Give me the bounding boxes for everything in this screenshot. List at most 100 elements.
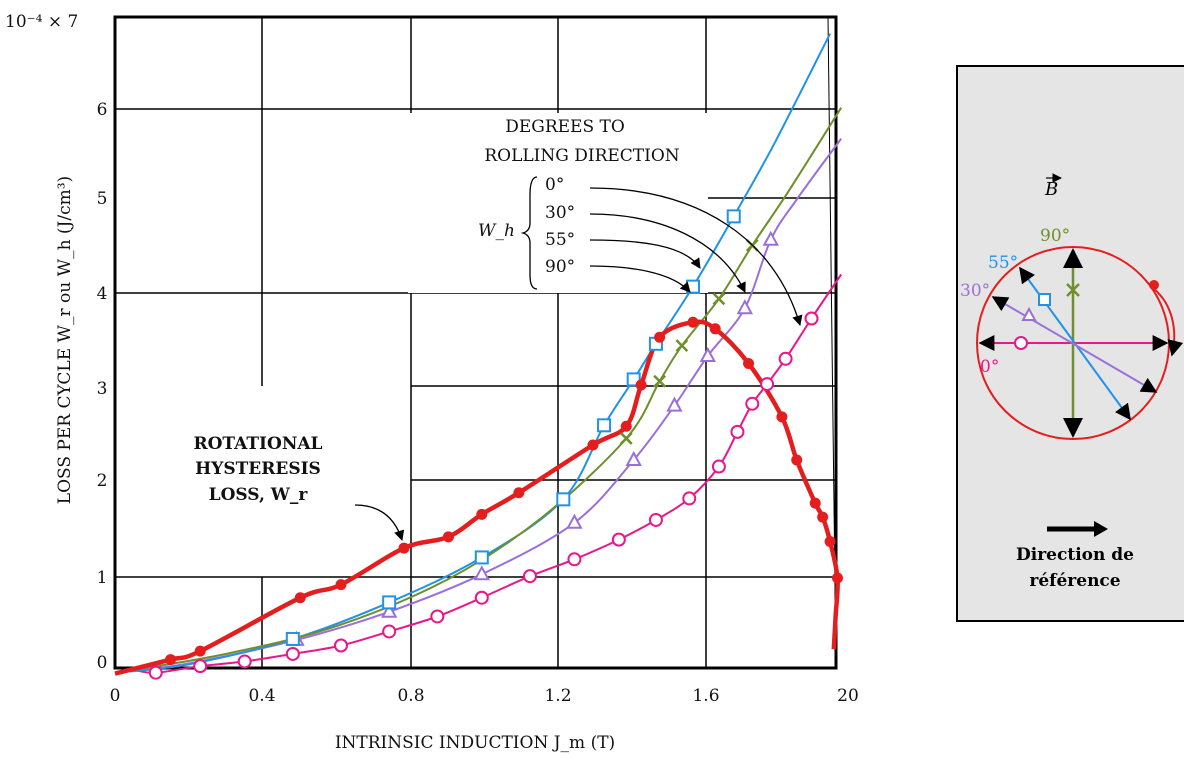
data-point (682, 491, 697, 506)
legend-label-90deg: 90° (545, 257, 575, 277)
data-point (687, 316, 699, 328)
data-point (474, 590, 489, 605)
legend-brace (520, 176, 538, 290)
data-point (743, 357, 755, 369)
inset-label-0deg: 0° (980, 357, 999, 377)
inset-marker-55deg (1038, 293, 1051, 306)
inset-label-55deg: 55° (988, 253, 1018, 273)
y-tick-labels: 0 1 2 3 4 5 6 (97, 100, 108, 673)
legend-label-55deg: 55° (545, 230, 575, 250)
data-point (611, 532, 626, 547)
data-point (791, 454, 803, 466)
data-point (619, 432, 633, 445)
data-point (699, 346, 716, 362)
inset-reference-arrowhead (1094, 521, 1108, 537)
rotational-arrow (354, 504, 405, 541)
data-point (760, 377, 775, 392)
data-point (430, 609, 445, 624)
inset-panel: B 90° 55° 30° 0° Direction de référence (956, 65, 1184, 622)
inset-label-90deg: 90° (1040, 226, 1070, 246)
data-point (726, 209, 741, 224)
legend-title-line-1: DEGREES TO (505, 117, 625, 137)
wh-label: W_h (478, 221, 515, 241)
legend-label-30deg: 30° (545, 203, 575, 223)
data-point (556, 492, 571, 507)
legend-arrows (589, 187, 803, 326)
y-axis-label: LOSS PER CYCLE W_r ou W_h (J/cm³) (55, 176, 75, 504)
data-point (165, 654, 177, 666)
y-tick-label: 6 (97, 100, 108, 120)
data-point (776, 411, 788, 423)
inset-marker-0deg (1014, 336, 1028, 350)
data-point (587, 439, 599, 451)
data-point (442, 531, 454, 543)
data-point (476, 508, 488, 520)
data-point (285, 646, 300, 661)
inset-vector-label: B (1044, 179, 1058, 200)
data-point (597, 418, 612, 433)
inset-label-30deg: 30° (960, 281, 990, 301)
y-multiplier-label: 10⁻⁴ × 7 (5, 12, 78, 32)
data-point (398, 542, 410, 554)
rotational-label-line-2: HYSTERESIS (195, 459, 321, 479)
data-point (675, 339, 689, 353)
data-point (654, 331, 666, 343)
x-tick-labels: 0 0.4 0.8 1.2 1.6 20 (110, 686, 859, 706)
data-point (382, 624, 397, 639)
data-point (335, 579, 347, 591)
x-tick-label: 0 (110, 686, 121, 706)
x-tick-label: 1.6 (692, 686, 719, 706)
inset-rotation-dot (1149, 280, 1159, 290)
y-tick-label: 4 (97, 284, 108, 304)
inset-marker-30deg (1021, 306, 1037, 321)
data-point (709, 323, 721, 335)
inset-caption-line-1: Direction de (1016, 545, 1134, 565)
data-point (712, 292, 726, 306)
data-point (148, 665, 163, 680)
y-tick-label: 5 (97, 189, 108, 209)
legend-title-line-2: ROLLING DIRECTION (484, 146, 679, 166)
x-tick-label: 1.2 (544, 686, 571, 706)
inset-rotation-arrow (1153, 288, 1184, 357)
data-point (334, 638, 349, 653)
data-point (745, 396, 760, 411)
plot-frame (113, 15, 838, 670)
y-tick-label: 2 (97, 471, 108, 491)
rotational-label-line-1: ROTATIONAL (193, 434, 322, 454)
data-point (762, 230, 779, 246)
data-point (194, 645, 206, 657)
data-point (294, 592, 306, 604)
data-point (730, 424, 745, 439)
x-tick-label: 0.4 (248, 686, 275, 706)
data-point (513, 487, 525, 499)
data-point (473, 565, 490, 581)
legend-background (408, 113, 708, 293)
data-point (620, 420, 632, 432)
data-point (625, 450, 642, 466)
data-point (635, 379, 647, 391)
inset-axis-30deg (991, 296, 1158, 393)
data-point (804, 311, 819, 326)
y-tick-label: 1 (97, 568, 108, 588)
inset-caption-line-2: référence (1029, 571, 1120, 591)
y-tick-label: 0 (97, 653, 108, 673)
x-axis-label: INTRINSIC INDUCTION J_m (T) (335, 733, 615, 753)
data-point (567, 552, 582, 567)
data-point (778, 351, 793, 366)
data-point (831, 572, 843, 584)
data-point (824, 536, 836, 548)
data-point (653, 374, 667, 388)
data-point (285, 631, 300, 646)
y-tick-label: 3 (97, 379, 108, 399)
data-point (382, 595, 397, 610)
data-point (648, 512, 663, 527)
data-point (666, 396, 683, 412)
data-point (474, 550, 489, 565)
data-point (380, 602, 398, 618)
x-tick-label: 0.8 (397, 686, 424, 706)
legend-label-0deg: 0° (545, 175, 564, 195)
data-point (193, 659, 208, 674)
data-point (237, 654, 252, 669)
data-point (566, 513, 583, 529)
